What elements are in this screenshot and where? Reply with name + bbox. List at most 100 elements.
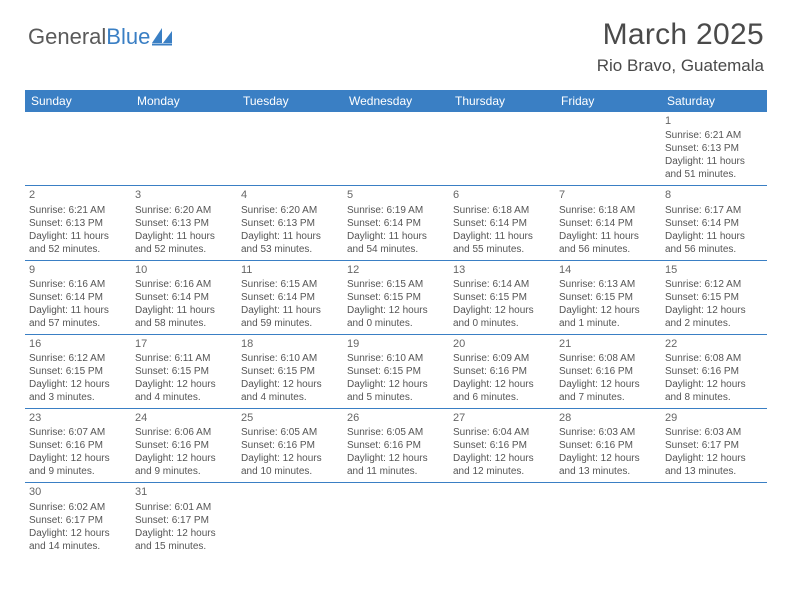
daylight-text: Daylight: 12 hours and 3 minutes. xyxy=(29,378,127,404)
sunset-text: Sunset: 6:13 PM xyxy=(29,217,127,230)
sunrise-text: Sunrise: 6:08 AM xyxy=(559,352,657,365)
calendar-day: 14Sunrise: 6:13 AMSunset: 6:15 PMDayligh… xyxy=(555,260,661,334)
calendar-body: 1Sunrise: 6:21 AMSunset: 6:13 PMDaylight… xyxy=(25,112,767,557)
day-number: 1 xyxy=(665,114,763,128)
sunset-text: Sunset: 6:14 PM xyxy=(241,291,339,304)
calendar-empty xyxy=(25,112,131,186)
calendar-empty xyxy=(237,112,343,186)
calendar-day: 21Sunrise: 6:08 AMSunset: 6:16 PMDayligh… xyxy=(555,334,661,408)
day-number: 20 xyxy=(453,337,551,351)
sunset-text: Sunset: 6:16 PM xyxy=(29,439,127,452)
sunrise-text: Sunrise: 6:15 AM xyxy=(241,278,339,291)
daylight-text: Daylight: 12 hours and 2 minutes. xyxy=(665,304,763,330)
day-number: 25 xyxy=(241,411,339,425)
calendar-week: 2Sunrise: 6:21 AMSunset: 6:13 PMDaylight… xyxy=(25,186,767,260)
weekday-header: Sunday xyxy=(25,90,131,112)
calendar-day: 22Sunrise: 6:08 AMSunset: 6:16 PMDayligh… xyxy=(661,334,767,408)
day-number: 31 xyxy=(135,485,233,499)
calendar-day: 4Sunrise: 6:20 AMSunset: 6:13 PMDaylight… xyxy=(237,186,343,260)
daylight-text: Daylight: 11 hours and 53 minutes. xyxy=(241,230,339,256)
calendar-day: 5Sunrise: 6:19 AMSunset: 6:14 PMDaylight… xyxy=(343,186,449,260)
calendar-day: 26Sunrise: 6:05 AMSunset: 6:16 PMDayligh… xyxy=(343,409,449,483)
sunset-text: Sunset: 6:14 PM xyxy=(453,217,551,230)
sunrise-text: Sunrise: 6:02 AM xyxy=(29,501,127,514)
calendar-day: 15Sunrise: 6:12 AMSunset: 6:15 PMDayligh… xyxy=(661,260,767,334)
calendar-day: 8Sunrise: 6:17 AMSunset: 6:14 PMDaylight… xyxy=(661,186,767,260)
calendar-empty xyxy=(555,483,661,557)
daylight-text: Daylight: 12 hours and 11 minutes. xyxy=(347,452,445,478)
sunrise-text: Sunrise: 6:07 AM xyxy=(29,426,127,439)
calendar-day: 6Sunrise: 6:18 AMSunset: 6:14 PMDaylight… xyxy=(449,186,555,260)
sunset-text: Sunset: 6:13 PM xyxy=(135,217,233,230)
sunset-text: Sunset: 6:13 PM xyxy=(665,142,763,155)
daylight-text: Daylight: 12 hours and 4 minutes. xyxy=(241,378,339,404)
day-number: 21 xyxy=(559,337,657,351)
sunrise-text: Sunrise: 6:03 AM xyxy=(559,426,657,439)
calendar-empty xyxy=(661,483,767,557)
calendar-table: SundayMondayTuesdayWednesdayThursdayFrid… xyxy=(25,90,767,557)
sunset-text: Sunset: 6:15 PM xyxy=(347,365,445,378)
sunrise-text: Sunrise: 6:10 AM xyxy=(241,352,339,365)
daylight-text: Daylight: 11 hours and 56 minutes. xyxy=(559,230,657,256)
sunrise-text: Sunrise: 6:04 AM xyxy=(453,426,551,439)
day-number: 22 xyxy=(665,337,763,351)
daylight-text: Daylight: 12 hours and 4 minutes. xyxy=(135,378,233,404)
day-number: 9 xyxy=(29,263,127,277)
daylight-text: Daylight: 12 hours and 12 minutes. xyxy=(453,452,551,478)
sunset-text: Sunset: 6:16 PM xyxy=(347,439,445,452)
sunset-text: Sunset: 6:15 PM xyxy=(559,291,657,304)
sunrise-text: Sunrise: 6:08 AM xyxy=(665,352,763,365)
sunset-text: Sunset: 6:15 PM xyxy=(347,291,445,304)
calendar-day: 23Sunrise: 6:07 AMSunset: 6:16 PMDayligh… xyxy=(25,409,131,483)
sunrise-text: Sunrise: 6:21 AM xyxy=(665,129,763,142)
day-number: 18 xyxy=(241,337,339,351)
day-number: 2 xyxy=(29,188,127,202)
sunset-text: Sunset: 6:17 PM xyxy=(665,439,763,452)
sunrise-text: Sunrise: 6:13 AM xyxy=(559,278,657,291)
day-number: 14 xyxy=(559,263,657,277)
daylight-text: Daylight: 12 hours and 1 minute. xyxy=(559,304,657,330)
sunset-text: Sunset: 6:17 PM xyxy=(29,514,127,527)
calendar-week: 16Sunrise: 6:12 AMSunset: 6:15 PMDayligh… xyxy=(25,334,767,408)
logo-word-1: General xyxy=(28,24,106,49)
day-number: 19 xyxy=(347,337,445,351)
calendar-week: 23Sunrise: 6:07 AMSunset: 6:16 PMDayligh… xyxy=(25,409,767,483)
sunrise-text: Sunrise: 6:18 AM xyxy=(559,204,657,217)
day-number: 7 xyxy=(559,188,657,202)
calendar-day: 11Sunrise: 6:15 AMSunset: 6:14 PMDayligh… xyxy=(237,260,343,334)
calendar-day: 18Sunrise: 6:10 AMSunset: 6:15 PMDayligh… xyxy=(237,334,343,408)
daylight-text: Daylight: 12 hours and 6 minutes. xyxy=(453,378,551,404)
day-number: 27 xyxy=(453,411,551,425)
sunset-text: Sunset: 6:17 PM xyxy=(135,514,233,527)
calendar-week: 30Sunrise: 6:02 AMSunset: 6:17 PMDayligh… xyxy=(25,483,767,557)
sunset-text: Sunset: 6:14 PM xyxy=(559,217,657,230)
logo-text: GeneralBlue xyxy=(28,24,150,50)
sunrise-text: Sunrise: 6:01 AM xyxy=(135,501,233,514)
daylight-text: Daylight: 12 hours and 5 minutes. xyxy=(347,378,445,404)
daylight-text: Daylight: 12 hours and 9 minutes. xyxy=(29,452,127,478)
daylight-text: Daylight: 11 hours and 58 minutes. xyxy=(135,304,233,330)
sunrise-text: Sunrise: 6:15 AM xyxy=(347,278,445,291)
sunset-text: Sunset: 6:16 PM xyxy=(241,439,339,452)
calendar-day: 28Sunrise: 6:03 AMSunset: 6:16 PMDayligh… xyxy=(555,409,661,483)
sunset-text: Sunset: 6:15 PM xyxy=(135,365,233,378)
daylight-text: Daylight: 11 hours and 54 minutes. xyxy=(347,230,445,256)
weekday-header: Wednesday xyxy=(343,90,449,112)
weekday-header: Thursday xyxy=(449,90,555,112)
day-number: 3 xyxy=(135,188,233,202)
calendar-day: 29Sunrise: 6:03 AMSunset: 6:17 PMDayligh… xyxy=(661,409,767,483)
calendar-day: 9Sunrise: 6:16 AMSunset: 6:14 PMDaylight… xyxy=(25,260,131,334)
daylight-text: Daylight: 11 hours and 57 minutes. xyxy=(29,304,127,330)
month-title: March 2025 xyxy=(597,18,764,52)
calendar-empty xyxy=(449,483,555,557)
sunset-text: Sunset: 6:14 PM xyxy=(347,217,445,230)
sunset-text: Sunset: 6:15 PM xyxy=(241,365,339,378)
daylight-text: Daylight: 12 hours and 0 minutes. xyxy=(347,304,445,330)
sunset-text: Sunset: 6:16 PM xyxy=(559,365,657,378)
sunrise-text: Sunrise: 6:18 AM xyxy=(453,204,551,217)
day-number: 29 xyxy=(665,411,763,425)
sunrise-text: Sunrise: 6:17 AM xyxy=(665,204,763,217)
title-block: March 2025 Rio Bravo, Guatemala xyxy=(597,18,764,76)
sunset-text: Sunset: 6:15 PM xyxy=(453,291,551,304)
calendar-empty xyxy=(555,112,661,186)
